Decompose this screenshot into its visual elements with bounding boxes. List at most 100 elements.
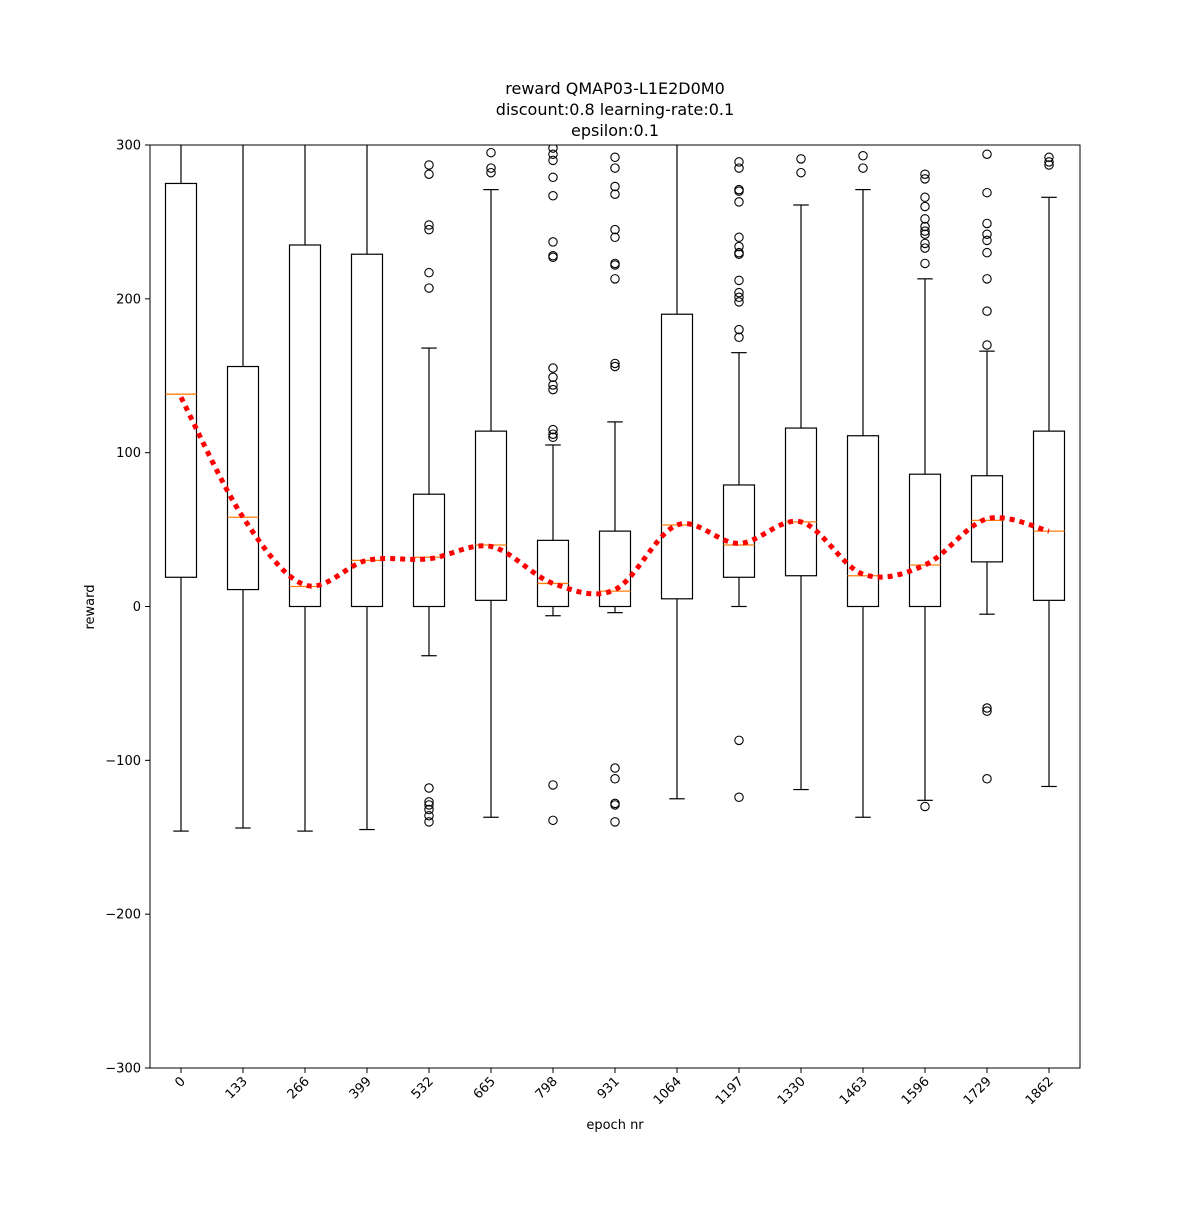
x-axis-label: epoch nr [586,1118,644,1133]
outlier-point [610,189,620,199]
outlier-point [610,800,620,810]
box-group-532 [412,160,446,827]
y-axis-label: reward [83,584,98,629]
outlier-point [920,801,930,812]
outlier-point [982,703,992,713]
outlier-point [424,797,434,807]
outlier-point [982,187,992,198]
outlier-point [424,169,434,179]
outlier-point [1044,152,1054,163]
y-tick-label: 300 [116,139,141,154]
outlier-point [734,241,744,252]
outlier-point [486,147,496,158]
outlier-point [610,361,620,372]
outlier-point [734,186,744,196]
outlier-point [548,172,558,183]
title-line-2: discount:0.8 learning-rate:0.1 [496,100,734,119]
outlier-point [610,163,620,173]
outlier-point [424,817,434,827]
box-group-133 [226,145,260,829]
box-iqr [164,182,198,578]
outlier-point [1044,157,1054,167]
box-iqr [598,530,632,608]
outlier-point [548,155,558,166]
box-group-1463 [846,151,880,818]
outlier-point [610,232,620,243]
box-group-1596 [908,169,942,812]
outlier-point [734,735,744,746]
y-tick-label: −100 [105,754,141,769]
outlier-point [610,260,620,270]
y-tick-label: 0 [133,600,141,615]
box-group-1330 [784,154,818,791]
title-line-1: reward QMAP03-L1E2D0M0 [505,79,725,98]
box-iqr [288,244,322,608]
outlier-point [548,432,558,443]
outlier-point [796,167,806,178]
outlier-point [920,221,930,232]
outlier-point [486,167,496,178]
outlier-point [734,163,744,173]
outlier-point [548,252,558,263]
outlier-point [548,149,558,159]
outlier-point [982,149,992,159]
outlier-point [920,229,930,239]
box-group-266 [288,145,322,832]
y-tick-label: −200 [105,908,141,923]
outlier-point [610,358,620,369]
box-iqr [536,539,570,608]
outlier-point [610,763,620,773]
box-group-1862 [1032,152,1066,788]
title-line-3: epsilon:0.1 [571,121,659,140]
box-iqr [784,427,818,577]
outlier-point [486,163,496,173]
outlier-point [920,192,930,203]
outlier-point [424,220,434,230]
box-iqr [846,435,880,608]
outlier-point [734,157,744,167]
outlier-point [610,224,620,235]
outlier-point [858,151,868,161]
outlier-point [734,197,744,207]
outlier-point [548,815,558,826]
box-group-399 [350,145,384,831]
outlier-point [548,780,558,790]
outlier-point [424,283,434,293]
box-iqr [660,313,694,600]
outlier-point [920,169,930,179]
y-tick-label: 200 [116,292,141,307]
outlier-point [548,429,558,439]
box-iqr [350,253,384,608]
outlier-point [734,332,744,343]
outlier-point [1044,160,1054,170]
box-iqr [722,484,756,578]
outlier-point [920,238,930,249]
outlier-point [734,287,744,298]
outlier-point [424,783,434,793]
outlier-point [920,243,930,253]
outlier-point [734,249,744,259]
outlier-point [548,372,558,383]
outlier-point [610,817,620,827]
outlier-point [548,191,558,201]
outlier-point [610,181,620,192]
plot-marks [164,145,1066,832]
outlier-point [548,363,558,373]
box-group-1197 [722,157,756,803]
outlier-point [424,800,434,810]
outlier-point [982,306,992,316]
outlier-point [982,218,992,229]
outlier-point [734,232,744,243]
box-iqr [908,473,942,608]
outlier-point [424,804,434,815]
box-group-0 [164,145,198,832]
outlier-point [920,226,930,236]
outlier-point [734,292,744,303]
box-group-931 [598,152,632,827]
outlier-point [920,174,930,184]
outlier-point [610,274,620,284]
outlier-point [424,160,434,170]
outlier-point [982,235,992,246]
outlier-point [858,163,868,173]
